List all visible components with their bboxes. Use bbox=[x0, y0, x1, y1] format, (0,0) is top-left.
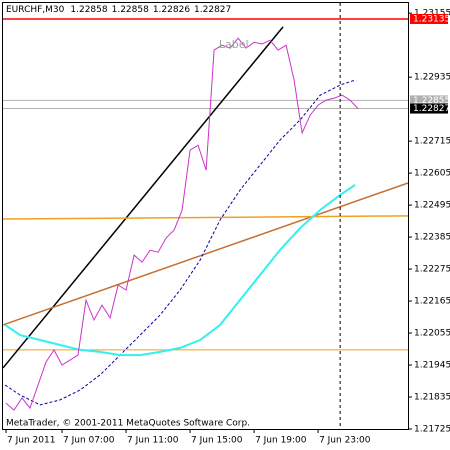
x-tick-label: 7 Jun 19:00 bbox=[255, 436, 307, 446]
close: 1.22827 bbox=[194, 5, 231, 15]
y-tick-label: 1.22495 bbox=[414, 201, 450, 211]
low: 1.22826 bbox=[153, 5, 190, 15]
footer: MetaTrader, © 2001-2011 MetaQuotes Softw… bbox=[6, 419, 250, 429]
y-tick-label: 1.22605 bbox=[414, 169, 450, 179]
y-tick-label: 1.22055 bbox=[414, 329, 450, 339]
x-tick-label: 7 Jun 23:00 bbox=[319, 436, 371, 446]
y-tick-label: 1.21945 bbox=[414, 361, 450, 371]
trendline bbox=[2, 215, 409, 220]
y-tick-label: 1.22165 bbox=[414, 297, 450, 307]
y-tick-label: 1.21835 bbox=[414, 393, 450, 403]
level-label: 1.22855 bbox=[413, 96, 450, 106]
level-label: 1.22827 bbox=[413, 104, 450, 114]
chart-title: EURCHF,M30 1.22858 1.22858 1.22826 1.22827 bbox=[6, 5, 231, 15]
open: 1.22858 bbox=[70, 5, 107, 15]
y-tick-label: 1.22275 bbox=[414, 265, 450, 275]
x-tick-label: 7 Jun 15:00 bbox=[191, 436, 243, 446]
y-tick-label: 1.22385 bbox=[414, 233, 450, 243]
level-box bbox=[410, 13, 448, 24]
symbol: EURCHF,M30 bbox=[6, 5, 65, 15]
y-tick-label: 1.22935 bbox=[414, 73, 450, 83]
level-label: 1.23135 bbox=[413, 14, 450, 24]
high: 1.22858 bbox=[112, 5, 149, 15]
x-tick-label: 7 Jun 2011 bbox=[7, 436, 55, 446]
x-tick-label: 7 Jun 11:00 bbox=[127, 436, 179, 446]
plot-frame bbox=[2, 2, 409, 430]
series-line bbox=[4, 79, 356, 406]
series-line bbox=[4, 184, 356, 357]
x-tick-label: 7 Jun 07:00 bbox=[63, 436, 115, 446]
trendline bbox=[2, 26, 284, 369]
series-line bbox=[5, 37, 359, 411]
annotation: Label bbox=[219, 38, 249, 51]
y-tick-label: 1.21725 bbox=[414, 425, 450, 435]
y-tick-label: 1.23155 bbox=[414, 9, 450, 19]
level-box bbox=[410, 103, 448, 114]
trendline bbox=[2, 182, 409, 326]
level-box bbox=[410, 95, 448, 106]
y-tick-label: 1.22715 bbox=[414, 137, 450, 147]
